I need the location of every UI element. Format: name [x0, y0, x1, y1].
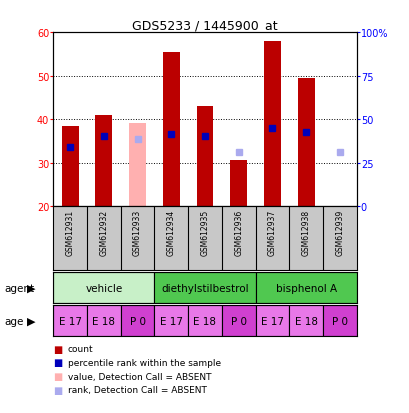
Bar [95, 115, 112, 206]
Bar [196, 107, 213, 206]
Bar [53, 273, 154, 304]
Bar [120, 306, 154, 337]
Bar [62, 126, 79, 206]
Text: GSM612932: GSM612932 [99, 210, 108, 256]
Text: GSM612937: GSM612937 [267, 210, 276, 256]
Text: ■: ■ [53, 358, 63, 368]
Text: ▶: ▶ [27, 283, 35, 293]
Text: E 17: E 17 [260, 316, 283, 326]
Bar [221, 306, 255, 337]
Text: P 0: P 0 [129, 316, 145, 326]
Text: GSM612935: GSM612935 [200, 210, 209, 256]
Text: diethylstilbestrol: diethylstilbestrol [161, 283, 248, 293]
Bar [154, 306, 188, 337]
Text: ▶: ▶ [27, 316, 35, 326]
Text: ■: ■ [53, 371, 63, 381]
Text: E 17: E 17 [160, 316, 182, 326]
Text: GSM612933: GSM612933 [133, 210, 142, 256]
Text: ■: ■ [53, 344, 63, 354]
Text: vehicle: vehicle [85, 283, 122, 293]
Text: GSM612931: GSM612931 [65, 210, 74, 256]
Text: ■: ■ [53, 385, 63, 395]
Text: bisphenol A: bisphenol A [275, 283, 336, 293]
Text: agent: agent [4, 283, 34, 293]
Text: E 18: E 18 [193, 316, 216, 326]
Bar [188, 306, 221, 337]
Text: GSM612939: GSM612939 [335, 210, 344, 256]
Text: E 18: E 18 [92, 316, 115, 326]
Bar [255, 273, 356, 304]
Bar [154, 273, 255, 304]
Bar [263, 42, 280, 206]
Bar [162, 52, 179, 206]
Bar [87, 306, 120, 337]
Bar [129, 124, 146, 206]
Text: P 0: P 0 [331, 316, 347, 326]
Bar [289, 306, 322, 337]
Text: rank, Detection Call = ABSENT: rank, Detection Call = ABSENT [67, 385, 206, 394]
Text: GSM612934: GSM612934 [166, 210, 175, 256]
Text: P 0: P 0 [230, 316, 246, 326]
Bar [53, 306, 87, 337]
Text: GSM612936: GSM612936 [234, 210, 243, 256]
Text: E 18: E 18 [294, 316, 317, 326]
Title: GDS5233 / 1445900_at: GDS5233 / 1445900_at [132, 19, 277, 32]
Text: E 17: E 17 [58, 316, 81, 326]
Bar [230, 161, 247, 206]
Text: age: age [4, 316, 23, 326]
Text: GSM612938: GSM612938 [301, 210, 310, 256]
Text: value, Detection Call = ABSENT: value, Detection Call = ABSENT [67, 372, 211, 381]
Text: count: count [67, 344, 93, 354]
Bar [297, 78, 314, 206]
Bar [322, 306, 356, 337]
Bar [255, 306, 289, 337]
Text: percentile rank within the sample: percentile rank within the sample [67, 358, 220, 367]
